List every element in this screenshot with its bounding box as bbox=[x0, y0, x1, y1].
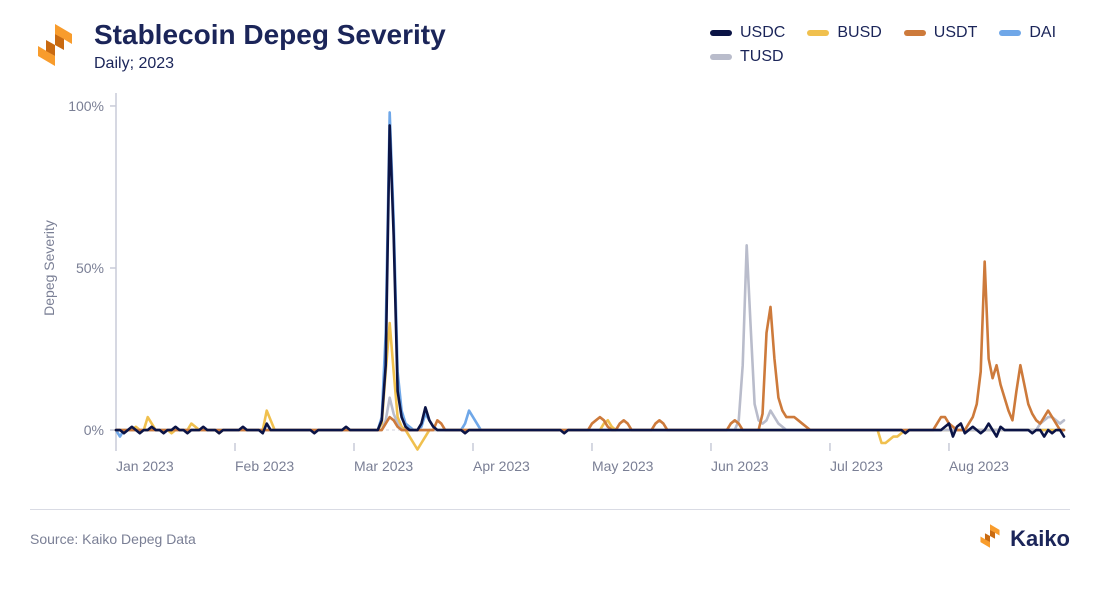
legend: USDC BUSD USDT DAI TUSD bbox=[710, 20, 1070, 66]
legend-item-busd: BUSD bbox=[807, 24, 881, 42]
series-usdc bbox=[116, 125, 1064, 436]
footer-logo: Kaiko bbox=[976, 522, 1070, 556]
legend-label: USDT bbox=[934, 24, 978, 42]
legend-swatch bbox=[710, 54, 732, 60]
svg-text:Jun 2023: Jun 2023 bbox=[711, 458, 769, 474]
svg-text:Apr 2023: Apr 2023 bbox=[473, 458, 530, 474]
chart-card: Stablecoin Depeg Severity Daily; 2023 US… bbox=[0, 0, 1100, 600]
svg-text:Depeg Severity: Depeg Severity bbox=[41, 220, 57, 316]
svg-text:100%: 100% bbox=[68, 98, 104, 114]
svg-text:Mar 2023: Mar 2023 bbox=[354, 458, 413, 474]
legend-label: USDC bbox=[740, 24, 785, 42]
chart-title: Stablecoin Depeg Severity bbox=[94, 20, 446, 51]
legend-item-dai: DAI bbox=[999, 24, 1056, 42]
brand-text: Kaiko bbox=[1010, 526, 1070, 552]
legend-item-usdt: USDT bbox=[904, 24, 978, 42]
svg-text:Jan 2023: Jan 2023 bbox=[116, 458, 174, 474]
legend-item-tusd: TUSD bbox=[710, 48, 784, 66]
kaiko-logo-icon bbox=[30, 20, 80, 70]
legend-swatch bbox=[904, 30, 926, 36]
chart-subtitle: Daily; 2023 bbox=[94, 55, 446, 73]
svg-text:Feb 2023: Feb 2023 bbox=[235, 458, 294, 474]
svg-text:Aug 2023: Aug 2023 bbox=[949, 458, 1009, 474]
series-tusd bbox=[116, 245, 1064, 430]
series-dai bbox=[116, 112, 1064, 436]
legend-swatch bbox=[807, 30, 829, 36]
svg-text:Jul 2023: Jul 2023 bbox=[830, 458, 883, 474]
plot-area: 0% 50% 100% Depeg Severity Jan 2023 Feb 2023 M… bbox=[30, 83, 1070, 503]
footer: Source: Kaiko Depeg Data Kaiko bbox=[30, 509, 1070, 556]
header: Stablecoin Depeg Severity Daily; 2023 US… bbox=[30, 20, 1070, 73]
svg-text:May 2023: May 2023 bbox=[592, 458, 654, 474]
legend-label: BUSD bbox=[837, 24, 881, 42]
legend-swatch bbox=[710, 30, 732, 36]
legend-label: TUSD bbox=[740, 48, 784, 66]
legend-label: DAI bbox=[1029, 24, 1056, 42]
series-usdt bbox=[116, 261, 1064, 430]
legend-swatch bbox=[999, 30, 1021, 36]
source-text: Source: Kaiko Depeg Data bbox=[30, 531, 196, 547]
legend-item-usdc: USDC bbox=[710, 24, 785, 42]
title-block: Stablecoin Depeg Severity Daily; 2023 bbox=[30, 20, 446, 73]
svg-text:50%: 50% bbox=[76, 260, 104, 276]
svg-text:0%: 0% bbox=[84, 422, 104, 438]
kaiko-logo-icon bbox=[976, 522, 1004, 556]
